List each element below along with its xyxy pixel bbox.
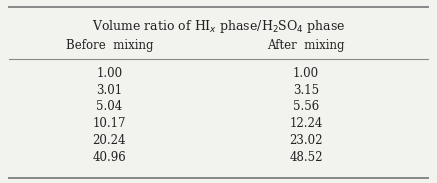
Text: 5.04: 5.04: [96, 100, 122, 113]
Text: 40.96: 40.96: [92, 151, 126, 164]
Text: 5.56: 5.56: [293, 100, 319, 113]
Text: 1.00: 1.00: [293, 67, 319, 80]
Text: 23.02: 23.02: [289, 134, 323, 147]
Text: 20.24: 20.24: [93, 134, 126, 147]
Text: After  mixing: After mixing: [267, 39, 345, 52]
Text: 48.52: 48.52: [289, 151, 323, 164]
Text: 1.00: 1.00: [96, 67, 122, 80]
Text: 3.15: 3.15: [293, 83, 319, 97]
Text: 3.01: 3.01: [96, 83, 122, 97]
Text: Volume ratio of HI$_x$ phase/H$_2$SO$_4$ phase: Volume ratio of HI$_x$ phase/H$_2$SO$_4$…: [92, 18, 345, 35]
Text: Before  mixing: Before mixing: [66, 39, 153, 52]
Text: 12.24: 12.24: [289, 117, 323, 130]
Text: 10.17: 10.17: [93, 117, 126, 130]
